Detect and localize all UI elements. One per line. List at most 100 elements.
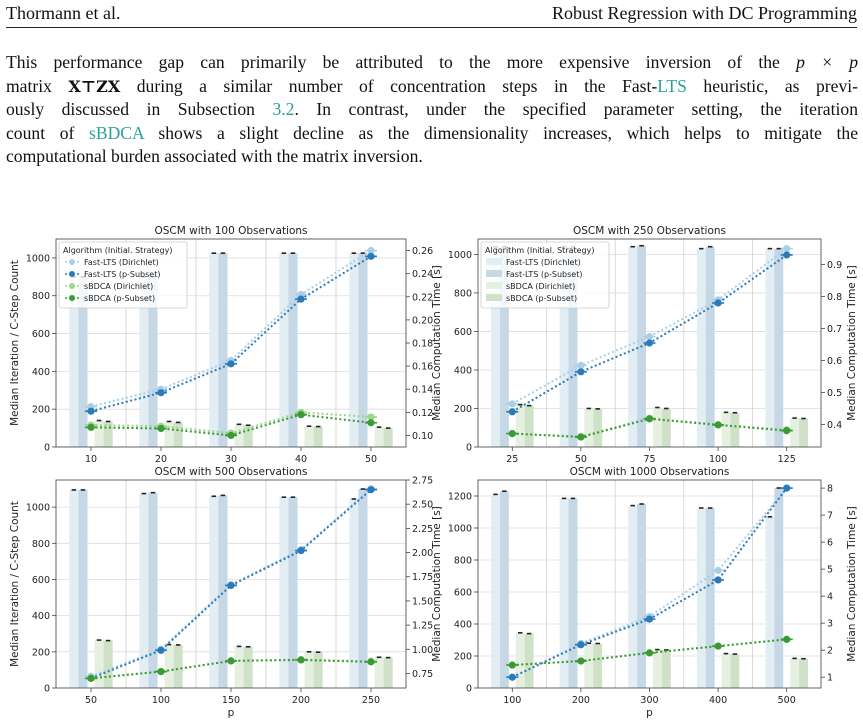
bar: [139, 276, 149, 447]
legend-marker: [69, 283, 75, 289]
y-tick-label-right: 0.16: [412, 362, 433, 373]
chart-panel-3: 0 200 400 600 800 1000 0.75 1.00 1.25 1.50 1.75 2.0…: [9, 466, 443, 719]
math-matrix: X⊤ZX: [68, 76, 121, 96]
y-tick-label-right: 0.22: [412, 292, 433, 303]
legend-title: Algorithm (Initial. Strategy): [485, 246, 594, 255]
bar: [218, 253, 228, 447]
bar: [524, 405, 534, 447]
chart-panel-4: 0 200 400 600 800 1000 1200 1 2 3 4 5 6 7 8 100 200 300 40…: [448, 466, 858, 719]
bar: [304, 426, 314, 447]
y-tick-label-left: 0: [44, 443, 50, 454]
text-run: during a similar number of concentration…: [120, 75, 658, 96]
link-lts[interactable]: LTS: [657, 75, 687, 96]
y-tick-label-left: 600: [454, 588, 472, 599]
series-line: [90, 255, 372, 413]
bar: [499, 246, 509, 447]
x-tick-label: 300: [640, 695, 658, 706]
y-tick-label-left: 800: [454, 556, 472, 567]
math-p-by-p: p × p: [796, 52, 858, 72]
header-authors: Thormann et al.: [6, 3, 121, 23]
legend-bar-swatch: [486, 294, 502, 301]
series-line: [511, 487, 788, 679]
y-tick-label-left: 600: [32, 575, 50, 586]
bar: [799, 658, 808, 688]
y-tick-label-right: 0.20: [412, 315, 433, 326]
chart-title: OSCM with 1000 Observations: [570, 466, 730, 478]
bar: [304, 651, 314, 688]
legend-entry: Fast-LTS (p-Subset): [84, 270, 160, 279]
paragraph-line-5: computational burden associated with the…: [6, 146, 423, 166]
x-tick-label: 50: [85, 695, 97, 706]
link-subsection[interactable]: 3.2: [272, 99, 295, 119]
bar: [593, 643, 603, 688]
x-tick-label: 10: [85, 454, 97, 465]
y-tick-label-right: 5: [827, 565, 833, 576]
bar: [374, 657, 384, 688]
bar: [279, 253, 289, 447]
text-run: count of: [6, 122, 89, 143]
y-tick-label-right: 1.00: [412, 645, 433, 656]
bar: [491, 494, 500, 688]
x-tick-label: 20: [155, 454, 167, 465]
y-tick-label-right: 8: [827, 484, 833, 495]
bar: [491, 246, 500, 447]
y-tick-label-left: 1000: [448, 524, 472, 535]
bar: [94, 420, 104, 447]
bar: [499, 491, 509, 688]
bar: [103, 421, 113, 447]
bar: [148, 492, 158, 688]
y-tick-label-left: 600: [32, 329, 50, 340]
y-tick-label-left: 200: [454, 404, 472, 415]
chart-title: OSCM with 100 Observations: [154, 225, 307, 237]
y-axis-label-left: Median Iteration / C-Step Count: [9, 260, 21, 426]
x-tick-label: 200: [572, 695, 590, 706]
bar: [218, 495, 228, 688]
bar: [628, 505, 638, 688]
y-tick-label-left: 800: [454, 288, 472, 299]
y-tick-label-right: 2.75: [412, 476, 433, 487]
bar: [765, 248, 775, 447]
bar: [568, 246, 578, 447]
y-tick-label-right: 1.75: [412, 572, 433, 583]
y-axis-label-right: Median Computation Time [s]: [846, 506, 858, 662]
x-tick-label: 400: [709, 695, 727, 706]
legend-marker: [69, 295, 75, 301]
y-tick-label-left: 800: [32, 291, 50, 302]
bar: [559, 246, 569, 447]
paragraph-line-3: ously discussed in Subsection 3.2. In co…: [6, 98, 858, 122]
y-tick-label-right: 2.50: [412, 500, 433, 511]
chart-panel-2: 0 200 400 600 800 1000 0.4 0.5 0.6 0.7 0.8 0.9 25 50 7…: [448, 225, 858, 465]
bar: [584, 643, 594, 688]
bar: [628, 246, 638, 447]
y-tick-label-right: 0.5: [827, 388, 842, 399]
legend-entry: sBDCA (p-Subset): [84, 294, 155, 303]
bar: [774, 488, 784, 688]
bar: [799, 418, 808, 447]
x-tick-label: 500: [778, 695, 796, 706]
series-line: [511, 487, 788, 679]
legend-title: Algorithm (Initial. Strategy): [63, 246, 172, 255]
x-tick-label: 100: [709, 454, 727, 465]
legend-bar-swatch: [486, 282, 502, 289]
bar: [696, 508, 706, 688]
legend-entry: sBDCA (p-Subset): [506, 294, 577, 303]
x-tick-label: 100: [503, 695, 521, 706]
chart-panel-1: 0 200 400 600 800 1000 0.10 0.12 0.14 0.16 0.18 0.2…: [9, 225, 443, 465]
y-tick-label-left: 0: [44, 684, 50, 695]
bar: [765, 516, 775, 688]
legend-entry: Fast-LTS (Dirichlet): [506, 258, 581, 267]
paragraph-line-1: This performance gap can primarily be at…: [6, 51, 858, 75]
link-sbdca[interactable]: sBDCA: [88, 122, 144, 143]
bar: [78, 276, 88, 447]
legend-marker: [69, 259, 75, 265]
y-axis-label-right: Median Computation Time [s]: [431, 265, 443, 421]
y-tick-label-right: 6: [827, 538, 833, 549]
bar: [358, 489, 368, 688]
legend-entry: Fast-LTS (p-Subset): [506, 270, 582, 279]
bar: [790, 658, 800, 688]
x-tick-label: 50: [365, 454, 377, 465]
bar: [69, 489, 79, 688]
y-tick-label-right: 0.10: [412, 431, 433, 442]
bar: [164, 644, 174, 688]
bar: [515, 632, 525, 688]
